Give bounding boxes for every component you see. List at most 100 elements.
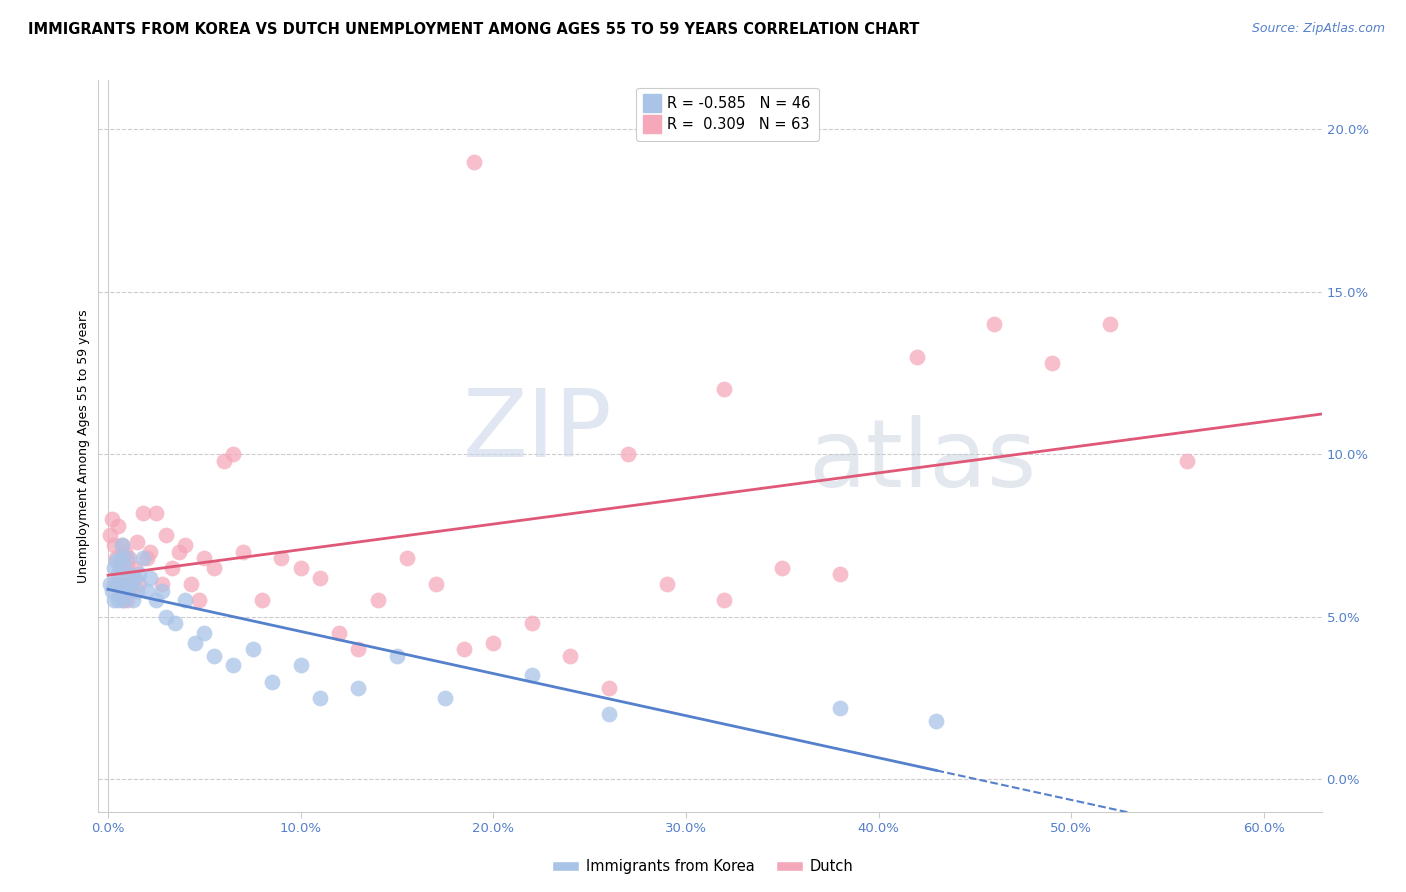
Point [425, 577, 447, 591]
Point [112, 561, 135, 575]
Point [290, 658, 312, 673]
Point [124, 561, 146, 575]
Point [125, 583, 148, 598]
Legend: Immigrants from Korea, Dutch: Immigrants from Korea, Dutch [547, 854, 859, 880]
Point [169, 544, 191, 558]
Point [103, 577, 125, 591]
Text: ZIP: ZIP [463, 385, 612, 477]
Point [98, 528, 121, 542]
Point [193, 626, 215, 640]
Point [108, 551, 131, 566]
Point [453, 642, 475, 657]
Point [104, 551, 127, 566]
Legend: R = -0.585   N = 46, R =  0.309   N = 63: R = -0.585 N = 46, R = 0.309 N = 63 [636, 87, 818, 141]
Point [107, 577, 129, 591]
Point [655, 577, 678, 591]
Point [232, 544, 254, 558]
Point [463, 154, 485, 169]
Point [124, 571, 146, 585]
Point [107, 518, 129, 533]
Point [905, 350, 928, 364]
Point [560, 648, 582, 663]
Point [482, 635, 505, 649]
Point [101, 512, 124, 526]
Point [103, 593, 125, 607]
Point [117, 583, 139, 598]
Point [112, 593, 135, 607]
Point [118, 551, 141, 566]
Point [128, 577, 150, 591]
Point [104, 554, 127, 568]
Point [202, 648, 225, 663]
Point [155, 609, 177, 624]
Point [165, 616, 187, 631]
Y-axis label: Unemployment Among Ages 55 to 59 years: Unemployment Among Ages 55 to 59 years [77, 310, 90, 582]
Point [925, 714, 948, 728]
Point [598, 681, 620, 696]
Point [155, 528, 177, 542]
Point [828, 700, 851, 714]
Point [101, 583, 124, 598]
Point [117, 593, 139, 607]
Point [713, 593, 735, 607]
Point [260, 674, 283, 689]
Point [174, 593, 197, 607]
Point [139, 571, 162, 585]
Point [117, 561, 139, 575]
Point [328, 626, 350, 640]
Point [598, 707, 620, 722]
Point [107, 567, 129, 582]
Point [122, 571, 145, 585]
Point [160, 561, 183, 575]
Point [180, 577, 202, 591]
Point [434, 690, 457, 705]
Point [1040, 356, 1063, 370]
Point [290, 561, 312, 575]
Point [520, 668, 543, 682]
Point [132, 551, 155, 566]
Point [128, 567, 150, 582]
Point [108, 587, 131, 601]
Point [117, 551, 139, 566]
Point [110, 538, 132, 552]
Point [114, 544, 136, 558]
Point [212, 453, 235, 467]
Text: Source: ZipAtlas.com: Source: ZipAtlas.com [1251, 22, 1385, 36]
Point [193, 551, 215, 566]
Point [385, 648, 408, 663]
Point [770, 561, 793, 575]
Point [145, 593, 167, 607]
Point [120, 583, 142, 598]
Point [174, 538, 197, 552]
Point [309, 571, 332, 585]
Point [202, 561, 225, 575]
Point [145, 506, 167, 520]
Point [139, 544, 162, 558]
Point [983, 317, 1005, 331]
Point [347, 642, 370, 657]
Point [104, 577, 127, 591]
Point [367, 593, 389, 607]
Point [112, 593, 135, 607]
Point [1098, 317, 1121, 331]
Point [150, 577, 173, 591]
Point [617, 447, 640, 461]
Point [270, 551, 292, 566]
Point [118, 567, 141, 582]
Point [713, 382, 735, 396]
Point [222, 447, 245, 461]
Text: IMMIGRANTS FROM KOREA VS DUTCH UNEMPLOYMENT AMONG AGES 55 TO 59 YEARS CORRELATIO: IMMIGRANTS FROM KOREA VS DUTCH UNEMPLOYM… [28, 22, 920, 37]
Point [103, 538, 125, 552]
Point [135, 551, 157, 566]
Point [135, 583, 157, 598]
Point [132, 506, 155, 520]
Point [187, 593, 209, 607]
Point [103, 561, 125, 575]
Point [110, 583, 132, 598]
Point [107, 593, 129, 607]
Point [112, 551, 135, 566]
Point [125, 535, 148, 549]
Point [222, 658, 245, 673]
Point [347, 681, 370, 696]
Point [114, 577, 136, 591]
